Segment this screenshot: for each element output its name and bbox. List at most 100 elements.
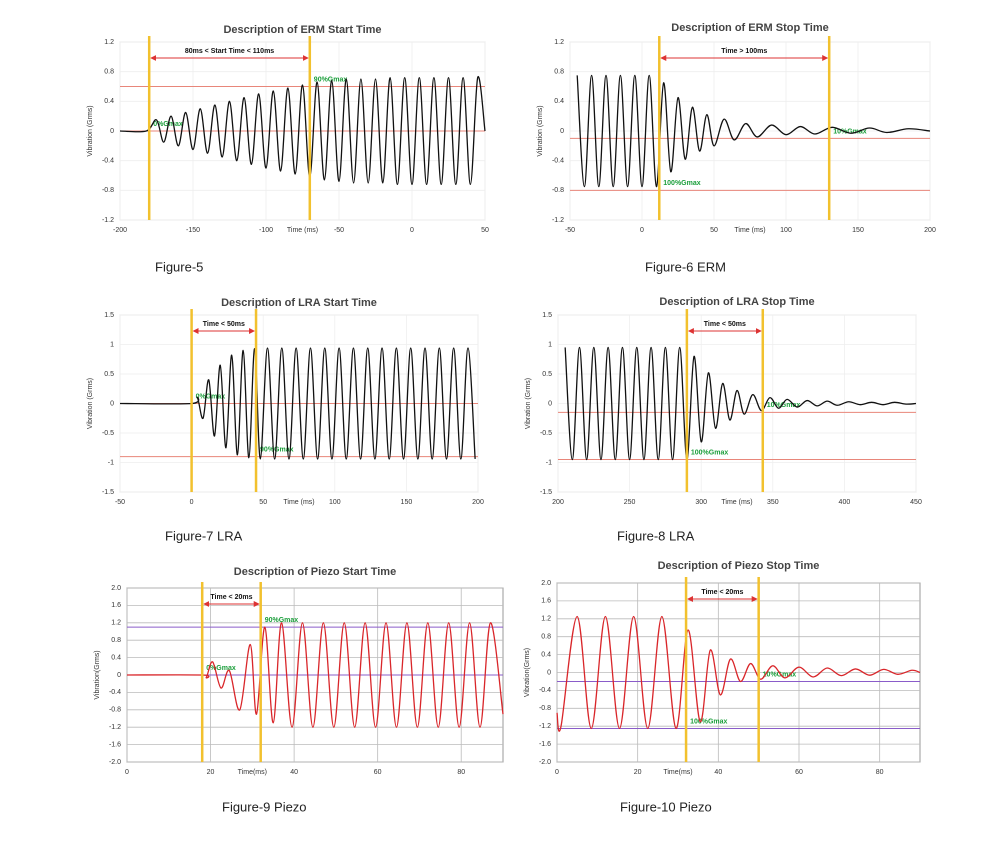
chart-title: Description of ERM Stop Time bbox=[671, 22, 828, 34]
y-tick-label: 1.6 bbox=[111, 602, 121, 609]
y-tick-label: 0.4 bbox=[104, 98, 114, 105]
y-tick-label: 0 bbox=[548, 400, 552, 407]
y-tick-label: 1 bbox=[548, 341, 552, 348]
x-tick-label: 350 bbox=[767, 499, 779, 506]
x-tick-label: 20 bbox=[207, 769, 215, 776]
y-tick-label: 2.0 bbox=[111, 585, 121, 592]
x-axis-label: Time (ms) bbox=[734, 227, 765, 234]
y-tick-label: -1.2 bbox=[539, 723, 551, 730]
x-tick-label: 40 bbox=[714, 769, 722, 776]
y-tick-label: -0.4 bbox=[552, 158, 564, 165]
x-tick-label: 0 bbox=[125, 769, 129, 776]
x-tick-label: 450 bbox=[910, 499, 922, 506]
figure-caption: Figure-6 ERM bbox=[645, 259, 726, 274]
figure-caption: Figure-5 bbox=[155, 259, 203, 274]
waveform bbox=[576, 74, 931, 188]
figure-caption: Figure-10 Piezo bbox=[620, 799, 712, 814]
y-tick-label: -0.8 bbox=[109, 707, 121, 714]
y-tick-label: 1.5 bbox=[542, 312, 552, 319]
x-axis-label: Time (ms) bbox=[287, 227, 318, 234]
figure-caption: Figure-8 LRA bbox=[617, 528, 695, 543]
x-tick-label: 200 bbox=[472, 499, 484, 506]
y-axis-label: Vibration(Grms) bbox=[94, 650, 101, 699]
x-tick-label: -50 bbox=[565, 227, 575, 234]
y-tick-label: -0.5 bbox=[102, 430, 114, 437]
y-tick-label: -1.2 bbox=[102, 217, 114, 224]
y-tick-label: -1 bbox=[108, 459, 114, 466]
x-tick-label: -50 bbox=[115, 499, 125, 506]
waveform bbox=[126, 622, 504, 728]
y-tick-label: 0.8 bbox=[554, 69, 564, 76]
y-tick-label: -1.6 bbox=[539, 741, 551, 748]
y-tick-label: 1.5 bbox=[104, 312, 114, 319]
y-tick-label: -0.5 bbox=[540, 430, 552, 437]
y-tick-label: 0 bbox=[117, 672, 121, 679]
chart-title: Description of LRA Stop Time bbox=[659, 296, 814, 308]
threshold-label: 10%Gmax bbox=[833, 128, 867, 135]
chart-title: Description of Piezo Start Time bbox=[234, 566, 396, 578]
x-tick-label: 60 bbox=[374, 769, 382, 776]
waveform bbox=[119, 76, 486, 186]
x-axis-label: Time(ms) bbox=[663, 769, 692, 776]
x-tick-label: 50 bbox=[710, 227, 718, 234]
threshold-label: 10%Gmax bbox=[767, 402, 801, 409]
y-tick-label: -1 bbox=[546, 459, 552, 466]
x-tick-label: 150 bbox=[401, 499, 413, 506]
threshold-label: 90%Gmax bbox=[314, 76, 348, 83]
y-tick-label: -0.8 bbox=[102, 187, 114, 194]
figure-caption: Figure-9 Piezo bbox=[222, 799, 307, 814]
y-tick-label: 1.6 bbox=[541, 598, 551, 605]
threshold-label: 100%Gmax bbox=[690, 718, 727, 725]
x-axis-label: Time (ms) bbox=[283, 499, 314, 506]
x-tick-label: 0 bbox=[640, 227, 644, 234]
x-tick-label: 100 bbox=[329, 499, 341, 506]
y-tick-label: 0.4 bbox=[541, 651, 551, 658]
x-tick-label: 150 bbox=[852, 227, 864, 234]
y-tick-label: 0 bbox=[110, 400, 114, 407]
x-axis-label: Time (ms) bbox=[721, 499, 752, 506]
y-axis-label: Vibration (Grms) bbox=[537, 105, 544, 156]
y-tick-label: 0 bbox=[560, 128, 564, 135]
span-label: Time < 20ms bbox=[210, 594, 252, 601]
x-tick-label: 250 bbox=[624, 499, 636, 506]
y-tick-label: 0.8 bbox=[111, 637, 121, 644]
span-label: Time < 20ms bbox=[701, 589, 743, 596]
x-tick-label: 20 bbox=[634, 769, 642, 776]
y-tick-label: -2.0 bbox=[539, 759, 551, 766]
threshold-label: 90%Gmax bbox=[265, 617, 299, 624]
y-tick-label: -1.5 bbox=[102, 489, 114, 496]
threshold-label: 0%Gmax bbox=[206, 665, 236, 672]
chart-title: Description of ERM Start Time bbox=[223, 24, 381, 36]
figure-caption: Figure-7 LRA bbox=[165, 528, 243, 543]
span-label: Time < 50ms bbox=[203, 321, 245, 328]
x-tick-label: 50 bbox=[259, 499, 267, 506]
x-tick-label: 40 bbox=[290, 769, 298, 776]
span-label: Time > 100ms bbox=[721, 48, 767, 55]
x-tick-label: 80 bbox=[876, 769, 884, 776]
x-tick-label: 0 bbox=[190, 499, 194, 506]
y-tick-label: 1.2 bbox=[111, 620, 121, 627]
y-tick-label: -1.5 bbox=[540, 489, 552, 496]
y-tick-label: 0.8 bbox=[541, 634, 551, 641]
x-tick-label: 0 bbox=[555, 769, 559, 776]
y-tick-label: 0.5 bbox=[542, 371, 552, 378]
x-tick-label: -100 bbox=[259, 227, 273, 234]
y-tick-label: 1.2 bbox=[104, 39, 114, 46]
waveform bbox=[119, 347, 476, 460]
y-tick-label: -0.8 bbox=[552, 187, 564, 194]
threshold-label: 10%Gmax bbox=[763, 671, 797, 678]
x-tick-label: 100 bbox=[780, 227, 792, 234]
y-tick-label: 0.4 bbox=[554, 98, 564, 105]
y-tick-label: -0.4 bbox=[539, 687, 551, 694]
y-axis-label: Vibration (Grms) bbox=[87, 105, 94, 156]
x-tick-label: 400 bbox=[839, 499, 851, 506]
x-tick-label: -50 bbox=[334, 227, 344, 234]
y-tick-label: 2.0 bbox=[541, 580, 551, 587]
x-tick-label: 300 bbox=[695, 499, 707, 506]
x-tick-label: 50 bbox=[481, 227, 489, 234]
y-tick-label: 1 bbox=[110, 341, 114, 348]
chart-title: Description of LRA Start Time bbox=[221, 297, 377, 309]
x-tick-label: 60 bbox=[795, 769, 803, 776]
x-tick-label: 200 bbox=[552, 499, 564, 506]
y-tick-label: 0.8 bbox=[104, 69, 114, 76]
